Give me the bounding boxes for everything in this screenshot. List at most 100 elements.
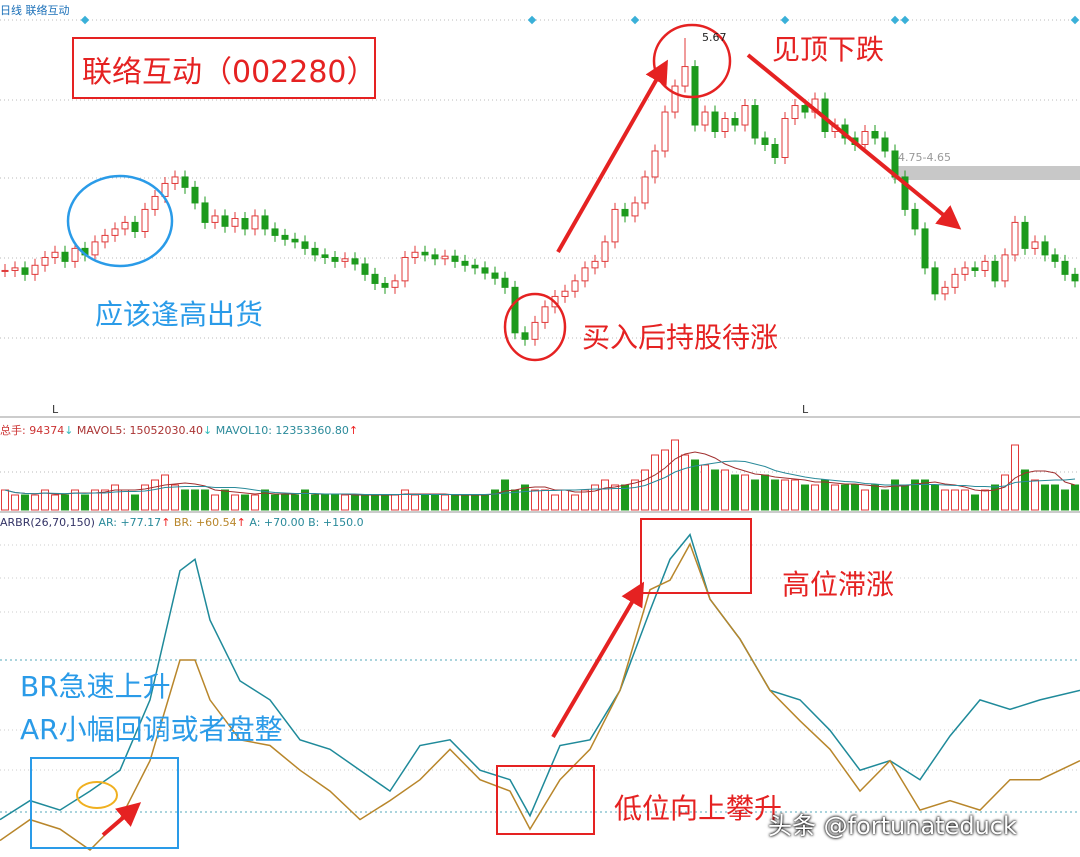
volume-bar [951, 489, 959, 511]
volume-bar [361, 494, 369, 511]
candle [481, 267, 489, 274]
candle [981, 260, 989, 271]
volume-bar [521, 484, 529, 511]
volume-bar [1, 489, 9, 511]
volume-bar [891, 479, 899, 511]
candle [871, 131, 879, 139]
candle [331, 256, 339, 262]
volume-bar [1021, 469, 1029, 511]
volume-bar [981, 489, 989, 511]
volume-bar [571, 494, 579, 511]
candle [91, 241, 99, 256]
volume-bar [51, 494, 59, 511]
arbr-name: ARBR(26,70,150) [0, 516, 95, 529]
volume-bar [1051, 484, 1059, 511]
price-range-label: 4.75-4.65 [898, 151, 951, 164]
volume-bar [321, 494, 329, 511]
candle [931, 267, 939, 295]
volume-bar [111, 484, 119, 511]
candle [191, 186, 199, 204]
a-value: A: +70.00 [249, 516, 305, 529]
volume-bar [81, 494, 89, 511]
volume-bar [671, 439, 679, 511]
candle [911, 208, 919, 230]
annotation-buy-hold: 买入后持股待涨 [582, 321, 779, 354]
volume-bar [941, 489, 949, 511]
candle [61, 251, 69, 262]
candle [231, 218, 239, 227]
candle [651, 150, 659, 178]
volume-bar [561, 489, 569, 511]
candle [351, 258, 359, 265]
ar-line [0, 533, 1080, 821]
candle [991, 260, 999, 282]
volume-bar [1041, 484, 1049, 511]
candle [281, 234, 289, 240]
candle [1, 269, 9, 272]
volume-bar [411, 494, 419, 511]
candle [41, 256, 49, 266]
highlight-circle [76, 781, 118, 809]
volume-bar [731, 474, 739, 511]
high-stall-box [640, 518, 752, 594]
annotation-high-stall: 高位滞涨 [782, 568, 895, 601]
volume-bar [601, 479, 609, 511]
candle [361, 263, 369, 275]
candle [641, 176, 649, 204]
volume-bar [241, 494, 249, 511]
candle [1061, 260, 1069, 275]
volume-header: 总手: 94374↓ MAVOL5: 15052030.40↓ MAVOL10:… [0, 424, 359, 437]
chart-header: 日线 联络互动 [0, 2, 70, 18]
candle [501, 277, 509, 288]
volume-bar [851, 484, 859, 511]
volume-bar [661, 449, 669, 511]
candle [21, 267, 29, 275]
arrow-down-arrow [746, 53, 962, 230]
volume-bar [271, 494, 279, 511]
volume-bar [681, 454, 689, 511]
candle [621, 208, 629, 217]
volume-bar [191, 489, 199, 511]
candle [881, 137, 889, 152]
volume-bar [21, 494, 29, 511]
volume-bar [551, 494, 559, 511]
volume-bar [901, 484, 909, 511]
candle [451, 255, 459, 262]
candle [761, 137, 769, 145]
candle [511, 286, 519, 334]
candle [271, 228, 279, 236]
volume-bar [631, 479, 639, 511]
volume-bar [711, 469, 719, 511]
volume-bar [141, 484, 149, 511]
stock-title: 联络互动（002280） [82, 55, 377, 90]
event-marker-icon [630, 15, 640, 25]
volume-bar [771, 479, 779, 511]
volume-bar [911, 479, 919, 511]
candle [491, 272, 499, 279]
candle [301, 241, 309, 249]
low-marker: L [802, 403, 809, 416]
candle [311, 247, 319, 256]
arrow-up-arrow [551, 581, 645, 739]
volume-bar [861, 489, 869, 511]
volume-bar [591, 484, 599, 511]
candle [971, 267, 979, 271]
period-label[interactable]: 日线 [0, 4, 22, 17]
annotation-low-climb: 低位向上攀升 [614, 792, 783, 825]
volume-bar [1061, 489, 1069, 511]
title-box: 联络互动（002280） [72, 37, 377, 99]
candle [1031, 241, 1039, 249]
annotation-ar-pullback: AR小幅回调或者盘整 [20, 713, 283, 746]
highlight-circle [66, 174, 174, 268]
candle [941, 286, 949, 295]
candle [711, 111, 719, 133]
candle [861, 131, 869, 145]
high-price-label: 5.67 [702, 31, 727, 44]
event-marker-icon [890, 15, 900, 25]
volume-bar [481, 494, 489, 511]
volume-bar [721, 469, 729, 511]
volume-bar [531, 489, 539, 511]
candle [341, 258, 349, 262]
candle [71, 247, 79, 262]
volume-bar [801, 484, 809, 511]
